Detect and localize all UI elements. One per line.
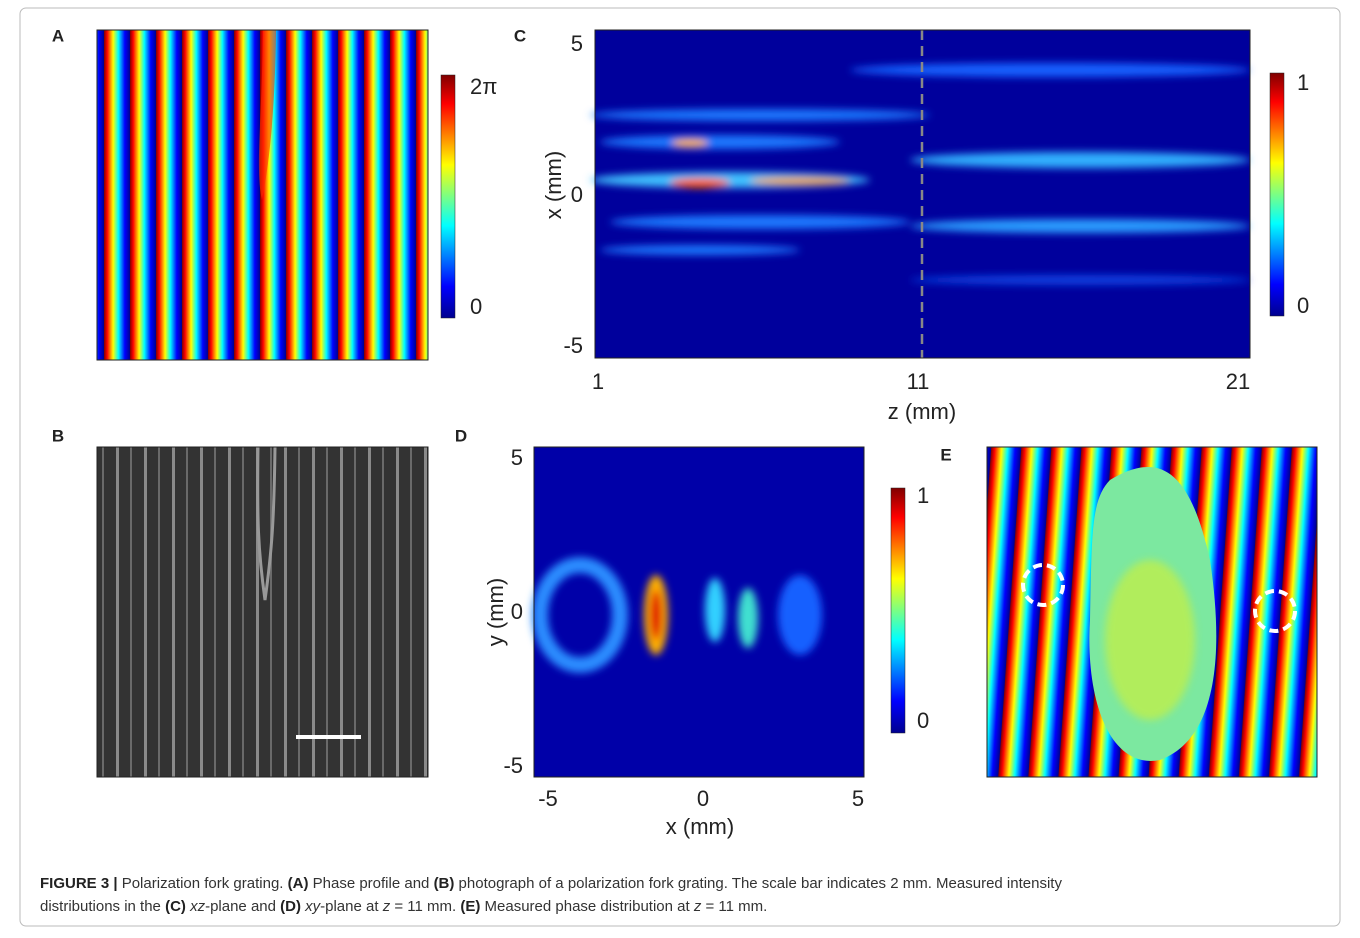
caption-text: z [382, 898, 391, 915]
caption-text: -plane at [320, 898, 383, 915]
caption-text: (C) [165, 898, 186, 915]
caption-text: z [693, 898, 702, 915]
phase-profile-image [96, 29, 429, 361]
xz-intensity-image [590, 29, 1251, 359]
x-axis-label: z (mm) [888, 399, 956, 424]
x-tick-label: 0 [697, 786, 709, 811]
panel-label: A [52, 26, 64, 45]
caption-text: (D) [280, 898, 301, 915]
caption-text: distributions in the [40, 898, 166, 915]
caption-text: xz [190, 898, 206, 915]
colorbar-label: 2π [470, 74, 497, 99]
x-tick-label: 1 [592, 369, 604, 394]
colorbar-label: 1 [917, 483, 929, 508]
colorbar [1269, 72, 1285, 317]
y-tick-label: 5 [571, 31, 583, 56]
figure-caption: FIGURE 3 | Polarization fork grating. (A… [40, 872, 1330, 918]
y-tick-label: 0 [511, 599, 523, 624]
y-tick-label: -5 [563, 333, 583, 358]
caption-text: (E) [460, 898, 481, 915]
x-tick-label: -5 [538, 786, 558, 811]
caption-text: -plane and [205, 898, 281, 915]
colorbar [440, 74, 456, 319]
panel-label: B [52, 426, 64, 445]
colorbar-label: 1 [1297, 70, 1309, 95]
grating-photo [96, 446, 429, 778]
panel-label: D [455, 426, 467, 445]
x-axis-label: x (mm) [666, 814, 734, 839]
phase-distribution-image [986, 446, 1318, 778]
colorbar [890, 487, 906, 734]
colorbar-label: 0 [470, 294, 482, 319]
caption-text: Phase profile and [308, 875, 434, 892]
panel-label: E [940, 445, 951, 464]
panel-label: C [514, 26, 526, 45]
caption-text: xy [305, 898, 321, 915]
y-axis-label: y (mm) [483, 578, 508, 646]
caption-text: FIGURE 3 | [40, 875, 118, 892]
y-tick-label: 5 [511, 445, 523, 470]
y-tick-label: -5 [503, 753, 523, 778]
colorbar-label: 0 [1297, 293, 1309, 318]
x-tick-label: 11 [907, 369, 930, 394]
caption-text: Measured phase distribution at [480, 898, 694, 915]
y-tick-label: 0 [571, 182, 583, 207]
figure-border [19, 7, 1341, 927]
caption-text: = 11 mm. [701, 898, 768, 915]
x-tick-label: 5 [852, 786, 864, 811]
caption-text: (A) [287, 875, 309, 892]
y-axis-label: x (mm) [541, 151, 566, 219]
caption-text: = 11 mm. [390, 898, 461, 915]
caption-text: (B) [433, 875, 455, 892]
caption-text: Polarization fork grating. [117, 875, 288, 892]
xy-intensity-image [532, 446, 865, 778]
colorbar-label: 0 [917, 708, 929, 733]
x-tick-label: 21 [1226, 369, 1250, 394]
caption-text: photograph of a polarization fork gratin… [454, 875, 1062, 892]
